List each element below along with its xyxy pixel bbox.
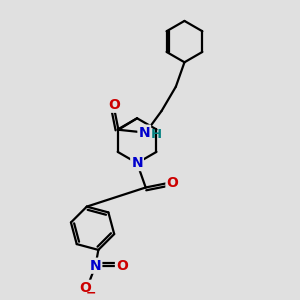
Text: N: N: [138, 126, 150, 140]
Text: O: O: [116, 259, 128, 273]
Text: O: O: [108, 98, 120, 112]
Text: N: N: [90, 259, 101, 273]
Text: O: O: [80, 281, 92, 295]
Text: −: −: [85, 286, 96, 299]
Text: O: O: [167, 176, 178, 190]
Text: N: N: [131, 156, 143, 170]
Text: H: H: [151, 128, 162, 141]
